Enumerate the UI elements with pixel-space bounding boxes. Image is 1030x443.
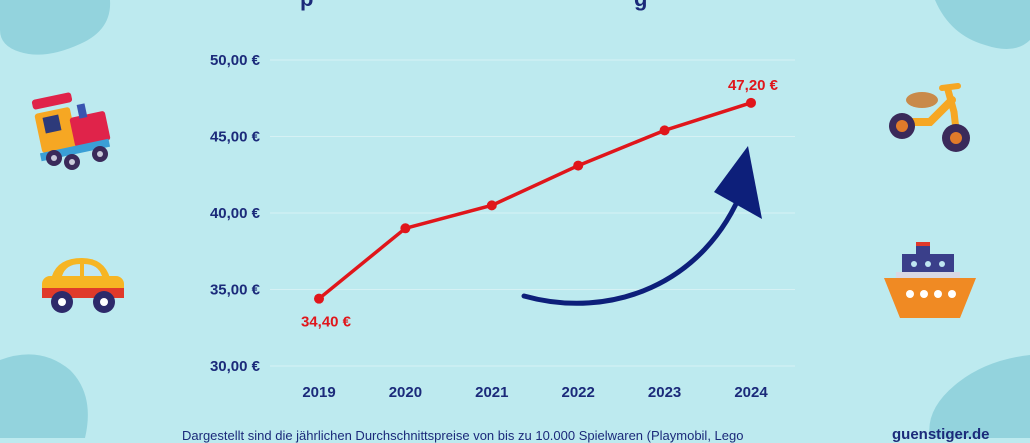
footnote: Dargestellt sind die jährlichen Durchsch… — [182, 428, 744, 443]
data-point — [486, 200, 497, 211]
data-label: 47,20 € — [728, 77, 779, 94]
corner-blob-top-right — [935, 0, 1030, 49]
y-tick-label: 40,00 € — [210, 205, 261, 222]
corner-blob-top-left — [0, 0, 111, 55]
price-series-line — [317, 101, 752, 301]
y-tick-label: 45,00 € — [210, 129, 261, 146]
toy-ship-icon — [884, 242, 976, 318]
corner-blob-bottom-right — [929, 355, 1030, 438]
corner-blob-bottom-left — [0, 354, 88, 438]
data-point — [573, 160, 584, 171]
x-tick-label: 2024 — [734, 384, 768, 401]
x-tick-label: 2023 — [648, 384, 681, 401]
title-fragment: p — [300, 0, 313, 12]
y-tick-label: 50,00 € — [210, 52, 261, 69]
data-point — [746, 97, 756, 108]
x-tick-label: 2022 — [562, 384, 595, 401]
trend-arrow — [521, 185, 746, 306]
y-tick-label: 30,00 € — [210, 358, 261, 375]
data-point — [314, 293, 324, 304]
y-tick-label: 35,00 € — [210, 282, 261, 299]
balance-bike-icon — [889, 83, 970, 152]
toy-train-icon — [31, 92, 111, 170]
data-label: 34,40 € — [301, 314, 352, 331]
x-tick-label: 2019 — [302, 384, 335, 401]
toy-car-icon — [42, 258, 124, 313]
brand-logo-text: guenstiger.de — [892, 426, 990, 443]
x-tick-label: 2020 — [389, 384, 422, 401]
x-tick-label: 2021 — [475, 384, 508, 401]
data-point — [659, 125, 670, 136]
title-fragment-2: g — [634, 0, 647, 12]
trend-arrow-head — [714, 146, 762, 219]
data-point — [400, 223, 411, 234]
